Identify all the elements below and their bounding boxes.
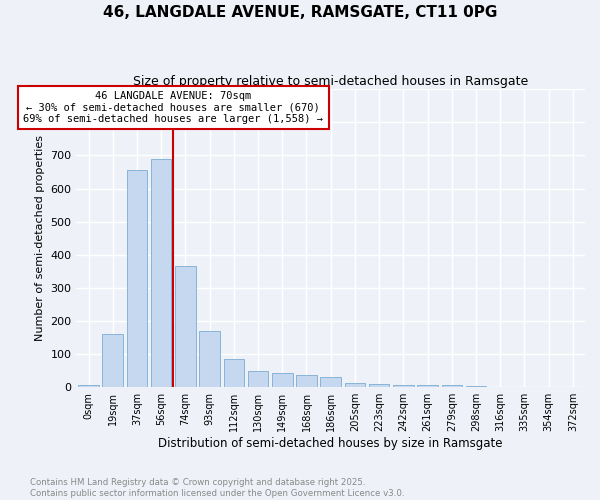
Title: Size of property relative to semi-detached houses in Ramsgate: Size of property relative to semi-detach… (133, 75, 529, 88)
Bar (490, 386, 511, 387)
Bar (417, 385, 438, 387)
Text: Contains HM Land Registry data © Crown copyright and database right 2025.
Contai: Contains HM Land Registry data © Crown c… (30, 478, 404, 498)
Text: 46 LANGDALE AVENUE: 70sqm
← 30% of semi-detached houses are smaller (670)
69% of: 46 LANGDALE AVENUE: 70sqm ← 30% of semi-… (23, 91, 323, 124)
Bar (320, 376, 341, 387)
Bar (369, 384, 389, 387)
Bar (151, 158, 172, 387)
Text: 46, LANGDALE AVENUE, RAMSGATE, CT11 0PG: 46, LANGDALE AVENUE, RAMSGATE, CT11 0PG (103, 5, 497, 20)
Bar (175, 266, 196, 387)
Y-axis label: Number of semi-detached properties: Number of semi-detached properties (35, 135, 45, 341)
Bar (514, 386, 535, 387)
Bar (78, 384, 99, 387)
Bar (272, 374, 293, 387)
Bar (466, 386, 487, 387)
Bar (393, 384, 413, 387)
Bar (248, 370, 268, 387)
Bar (224, 359, 244, 387)
X-axis label: Distribution of semi-detached houses by size in Ramsgate: Distribution of semi-detached houses by … (158, 437, 503, 450)
Bar (296, 375, 317, 387)
Bar (199, 331, 220, 387)
Bar (344, 383, 365, 387)
Bar (442, 385, 462, 387)
Bar (127, 170, 147, 387)
Bar (103, 334, 123, 387)
